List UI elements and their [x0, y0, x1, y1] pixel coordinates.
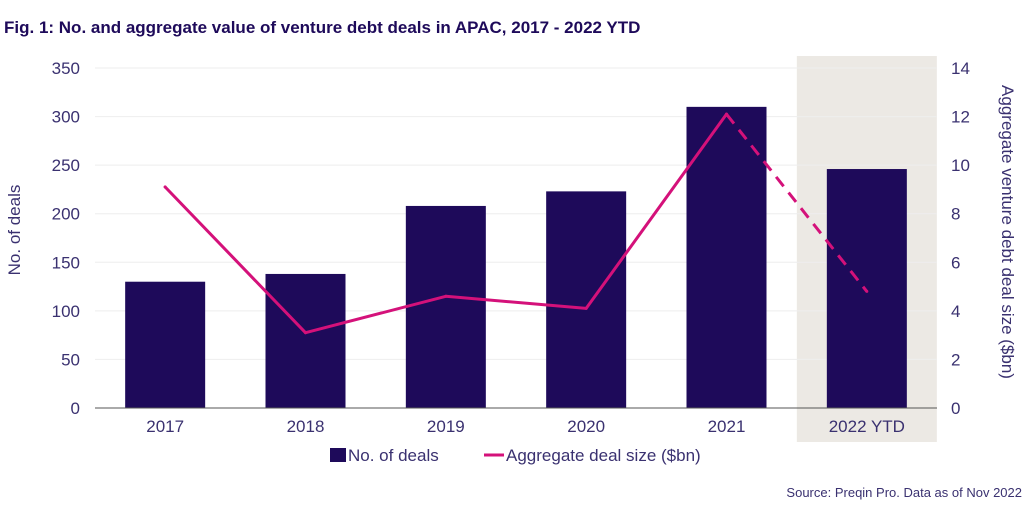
bar: [686, 106, 767, 408]
y-axis-ticks: 0 50 100 150 200 250 300 350: [52, 59, 80, 418]
line-point: [865, 289, 869, 293]
y-tick-label: 150: [52, 253, 80, 272]
y-axis-label: No. of deals: [5, 185, 24, 276]
bars: [125, 106, 907, 408]
source-note: Source: Preqin Pro. Data as of Nov 2022: [786, 485, 1022, 500]
y2-tick-label: 12: [951, 108, 970, 127]
y-tick-label: 300: [52, 108, 80, 127]
y-tick-label: 200: [52, 205, 80, 224]
legend-bar-swatch: [330, 448, 346, 462]
line-point: [725, 112, 728, 116]
x-tick-label: 2018: [287, 417, 325, 436]
bar: [405, 205, 486, 408]
legend: No. of deals Aggregate deal size ($bn): [330, 446, 701, 465]
y2-axis-ticks: 0 2 4 6 8 10 12 14: [951, 59, 970, 418]
y-tick-label: 250: [52, 156, 80, 175]
x-tick-label: 2022 YTD: [829, 417, 905, 436]
y2-tick-label: 4: [951, 302, 960, 321]
y-tick-label: 100: [52, 302, 80, 321]
y2-tick-label: 14: [951, 59, 970, 78]
line-series-dashed: [725, 113, 869, 293]
bar: [265, 273, 346, 408]
chart-title: Fig. 1: No. and aggregate value of ventu…: [4, 18, 640, 37]
x-tick-label: 2020: [567, 417, 605, 436]
x-tick-label: 2019: [427, 417, 465, 436]
y-tick-label: 0: [71, 399, 80, 418]
y2-tick-label: 6: [951, 253, 960, 272]
y2-tick-label: 0: [951, 399, 960, 418]
legend-bar-label: No. of deals: [348, 446, 439, 465]
line-series: [163, 112, 869, 335]
line-point: [444, 294, 448, 298]
legend-line-label: Aggregate deal size ($bn): [506, 446, 701, 465]
line-point: [304, 331, 307, 335]
grid-lines: [95, 67, 937, 360]
y2-tick-label: 2: [951, 350, 960, 369]
y2-tick-label: 10: [951, 156, 970, 175]
bar: [546, 191, 627, 408]
x-tick-label: 2021: [708, 417, 746, 436]
bar: [125, 281, 206, 408]
y-tick-label: 50: [61, 350, 80, 369]
y2-tick-label: 8: [951, 205, 960, 224]
y-tick-label: 350: [52, 59, 80, 78]
x-axis-ticks: 2017 2018 2019 2020 2021 2022 YTD: [146, 417, 905, 436]
y2-axis-label: Aggregate venture debt deal size ($bn): [998, 85, 1017, 379]
line-point: [163, 185, 167, 189]
bar: [826, 169, 907, 408]
line-point: [584, 306, 588, 310]
x-tick-label: 2017: [146, 417, 184, 436]
